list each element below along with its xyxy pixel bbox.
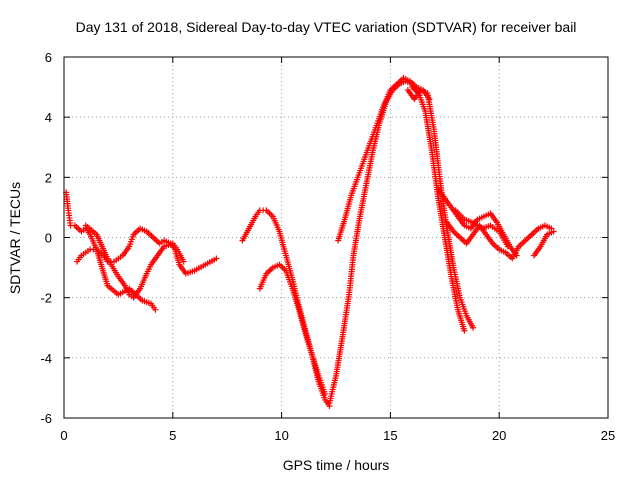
data-point (504, 243, 511, 250)
data-point (213, 255, 220, 262)
plot-frame (63, 56, 609, 419)
series-arc-13 (531, 228, 557, 259)
series-arc-7 (335, 75, 433, 244)
series-arc-12 (452, 207, 511, 250)
data-point (322, 390, 329, 397)
chart-title: Day 131 of 2018, Sidereal Day-to-day VTE… (76, 19, 577, 35)
grid (64, 57, 608, 418)
series-arc-5 (256, 261, 329, 397)
y-tick-label: -2 (40, 291, 52, 306)
x-tick-label: 25 (601, 428, 615, 443)
y-tick-label: 0 (45, 231, 52, 246)
data-points (63, 75, 557, 409)
series-arc-1 (63, 189, 159, 313)
x-tick-label: 0 (60, 428, 67, 443)
y-tick-label: -4 (40, 351, 52, 366)
data-point (550, 228, 557, 235)
series-arc-9 (409, 84, 468, 334)
x-tick-label: 20 (492, 428, 506, 443)
series-arc-3 (82, 222, 187, 301)
x-tick-label: 5 (169, 428, 176, 443)
y-axis-label: SDTVAR / TECUs (7, 182, 23, 294)
x-tick-label: 15 (383, 428, 397, 443)
y-tick-label: 4 (45, 110, 52, 125)
data-point (470, 324, 477, 331)
data-point (180, 258, 187, 265)
y-tick-label: -6 (40, 411, 52, 426)
data-point (152, 306, 159, 313)
y-tick-label: 6 (45, 50, 52, 65)
y-tick-label: 2 (45, 170, 52, 185)
x-tick-label: 10 (274, 428, 288, 443)
data-point (461, 327, 468, 334)
x-axis-label: GPS time / hours (283, 457, 390, 473)
